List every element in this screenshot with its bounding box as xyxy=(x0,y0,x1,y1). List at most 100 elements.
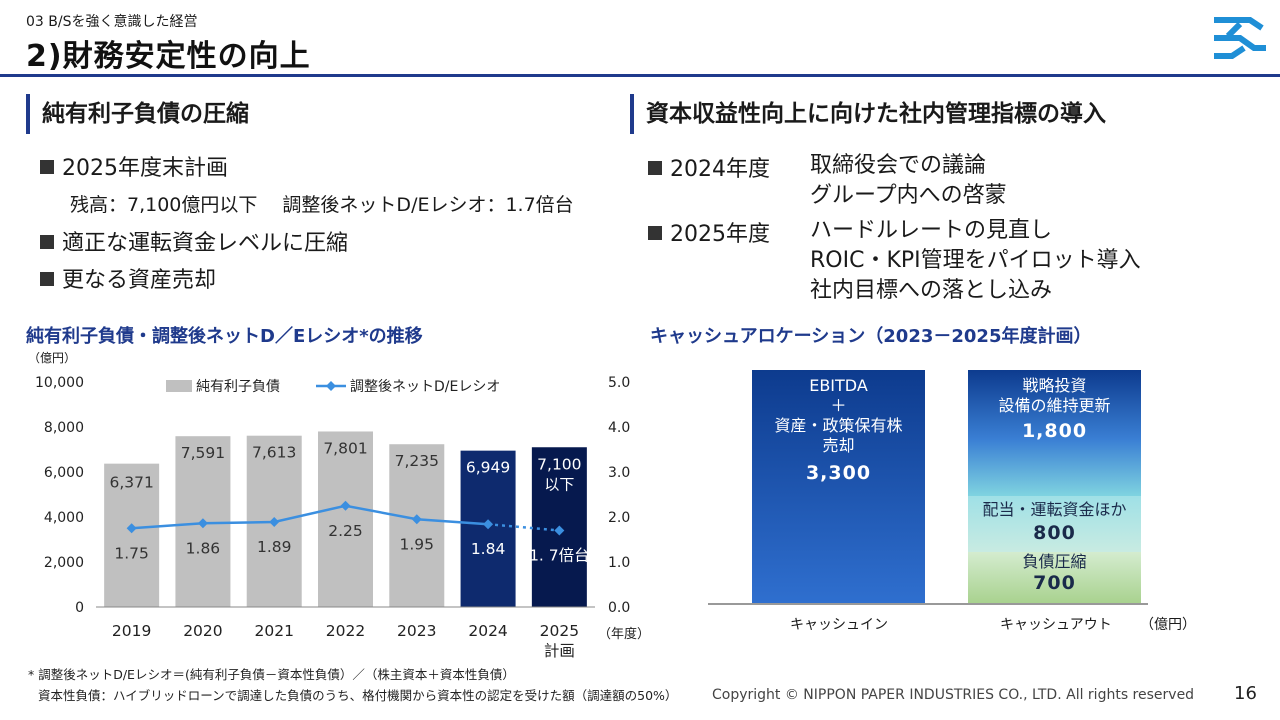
left-section-heading: 純有利子負債の圧縮 xyxy=(26,94,249,134)
footnote-hybrid-loan: 資本性負債：ハイブリッドローンで調達した負債のうち、格付機関から資本性の認定を受… xyxy=(38,688,678,703)
bullet-square-icon xyxy=(40,272,54,286)
cash-chart-unit: （億円） xyxy=(1140,617,1196,633)
y2-tick-label: 3.0 xyxy=(608,465,630,481)
bullet-square-icon xyxy=(40,160,54,174)
right-bullet-2025-line: ROIC・KPI管理をパイロット導入 xyxy=(810,248,1141,273)
right-section-heading: 資本収益性向上に向けた社内管理指標の導入 xyxy=(630,94,1106,134)
y-tick-label: 8,000 xyxy=(44,420,84,436)
bar-value-label: 7,235 xyxy=(395,452,439,470)
ratio-point-2022 xyxy=(340,500,351,511)
bar-value-label: 7,613 xyxy=(252,444,296,462)
bar-net-debt-2019 xyxy=(104,463,160,607)
left-bullet-plan-sub: 残高：7,100億円以下 調整後ネットD/Eレシオ：1.7倍台 xyxy=(70,194,574,216)
x-axis-unit: （年度） xyxy=(598,626,650,642)
legend-bar-swatch xyxy=(166,380,192,392)
y2-tick-label: 5.0 xyxy=(608,375,630,391)
ratio-point-2020 xyxy=(197,518,208,529)
legend-line-label: 調整後ネットD/Eレシオ xyxy=(350,379,500,395)
right-bullet-2024-items: 取締役会での議論 グループ内への啓蒙 xyxy=(810,151,1007,211)
right-bullet-2024-year: 2024年度 xyxy=(670,157,770,182)
y-tick-label: 4,000 xyxy=(44,510,84,526)
cash-in-label-sale: 売却 xyxy=(822,436,855,455)
cash-chart-category-in: キャッシュイン xyxy=(790,617,888,633)
x-tick-sublabel: 計画 xyxy=(544,642,575,660)
cash-out-debt-value: 700 xyxy=(1033,572,1076,594)
left-bullet-plan: 2025年度末計画 xyxy=(40,150,228,182)
ratio-value-label: 1. 7倍台 xyxy=(529,547,590,565)
legend-line-marker xyxy=(326,381,336,391)
y-tick-label: 6,000 xyxy=(44,465,84,481)
cash-in-plus: ＋ xyxy=(830,396,847,415)
y2-tick-label: 2.0 xyxy=(608,510,630,526)
cash-in-value: 3,300 xyxy=(805,462,872,484)
y2-tick-label: 4.0 xyxy=(608,420,630,436)
ratio-point-2023 xyxy=(411,514,422,525)
ratio-value-label: 1.75 xyxy=(114,544,149,562)
right-bullet-2024-line: グループ内への啓蒙 xyxy=(810,183,1007,208)
footnote-de-ratio: * 調整後ネットD/Eレシオ＝(純有利子負債－資本性負債）／（株主資本＋資本性負… xyxy=(28,667,515,682)
x-tick-label: 2019 xyxy=(112,622,151,640)
right-bullet-2025-year: 2025年度 xyxy=(670,222,770,247)
cash-out-label-debt: 負債圧縮 xyxy=(1022,552,1087,571)
bar-value-label: 6,371 xyxy=(109,474,153,492)
ratio-line-forecast xyxy=(487,522,560,532)
copyright: Copyright © NIPPON PAPER INDUSTRIES CO.,… xyxy=(712,687,1195,703)
debt-chart-y-unit: （億円） xyxy=(28,351,77,365)
cash-out-dividend-value: 800 xyxy=(1033,522,1076,544)
y-tick-label: 2,000 xyxy=(44,555,84,571)
debt-chart: 0 2,000 4,000 6,000 8,000 10,000 0.0 1.0 2.0 3.0 4… xyxy=(35,375,650,660)
bar-value-label-suffix: 以下 xyxy=(544,475,574,493)
cash-out-label-strategic: 戦略投資 xyxy=(1022,376,1087,395)
page-title: 2)財務安定性の向上 xyxy=(26,39,311,74)
ratio-line xyxy=(131,504,489,530)
ratio-value-label: 1.89 xyxy=(257,538,292,556)
left-bullet-working-capital: 適正な運転資金レベルに圧縮 xyxy=(40,225,348,257)
cash-in-label-assets: 資産・政策保有株 xyxy=(774,416,903,435)
legend-bar-label: 純有利子負債 xyxy=(196,379,280,395)
cash-in-bar: EBITDA ＋ 資産・政策保有株 売却 3,300 xyxy=(752,370,925,603)
y-tick-label: 10,000 xyxy=(35,375,84,391)
y2-tick-label: 0.0 xyxy=(608,600,630,616)
ratio-value-label: 1.95 xyxy=(400,535,435,553)
cash-chart-title: キャッシュアロケーション（2023－2025年度計画） xyxy=(650,326,1092,347)
bar-value-label: 7,801 xyxy=(323,439,367,457)
ratio-value-label: 2.25 xyxy=(328,522,363,540)
bar-value-label: 7,100 xyxy=(537,455,581,473)
title-divider xyxy=(0,74,1280,77)
cash-out-label-maintenance: 設備の維持更新 xyxy=(998,396,1111,415)
cash-chart-category-out: キャッシュアウト xyxy=(1000,617,1112,633)
ratio-point-2021 xyxy=(269,516,280,527)
ratio-value-label: 1.86 xyxy=(186,539,221,557)
cash-out-strategic-segment: 戦略投資 設備の維持更新 1,800 xyxy=(968,370,1141,496)
bullet-square-icon xyxy=(648,226,662,240)
cash-out-strategic-value: 1,800 xyxy=(1021,420,1088,442)
ratio-point-2025 xyxy=(554,525,565,536)
company-logo-icon xyxy=(1214,17,1266,59)
right-bullet-2024: 2024年度 xyxy=(648,151,770,183)
cash-in-label-ebitda: EBITDA xyxy=(809,376,868,395)
section-label: 03 B/Sを強く意識した経営 xyxy=(26,14,198,30)
debt-chart-title: 純有利子負債・調整後ネットD／Eレシオ*の推移 xyxy=(26,326,423,347)
x-tick-label: 2020 xyxy=(183,622,222,640)
cash-chart-baseline xyxy=(708,603,1148,605)
cash-out-dividend-segment: 配当・運転資金ほか 800 xyxy=(968,496,1141,552)
right-bullet-2024-line: 取締役会での議論 xyxy=(810,153,987,178)
x-tick-label: 2021 xyxy=(254,622,293,640)
bar-value-label: 6,949 xyxy=(466,459,510,477)
left-bullet-plan-text: 2025年度末計画 xyxy=(62,156,228,181)
cash-out-debt-segment: 負債圧縮 700 xyxy=(968,552,1141,603)
left-bullet-asset-sale: 更なる資産売却 xyxy=(40,262,216,294)
cash-out-label-dividend: 配当・運転資金ほか xyxy=(982,500,1127,519)
right-bullet-2025-line: 社内目標への落とし込み xyxy=(810,278,1053,303)
ratio-point-2024 xyxy=(483,519,494,530)
right-bullet-2025: 2025年度 xyxy=(648,216,770,248)
bar-value-label: 7,591 xyxy=(181,444,225,462)
bar-net-debt-2022 xyxy=(318,431,373,607)
bullet-square-icon xyxy=(40,235,54,249)
x-tick-label: 2025 xyxy=(540,622,579,640)
x-tick-label: 2022 xyxy=(326,622,365,640)
right-bullet-2025-line: ハードルレートの見直し xyxy=(810,218,1053,243)
bullet-square-icon xyxy=(648,161,662,175)
left-bullet-working-capital-text: 適正な運転資金レベルに圧縮 xyxy=(62,231,349,256)
y-tick-label: 0 xyxy=(75,600,84,616)
